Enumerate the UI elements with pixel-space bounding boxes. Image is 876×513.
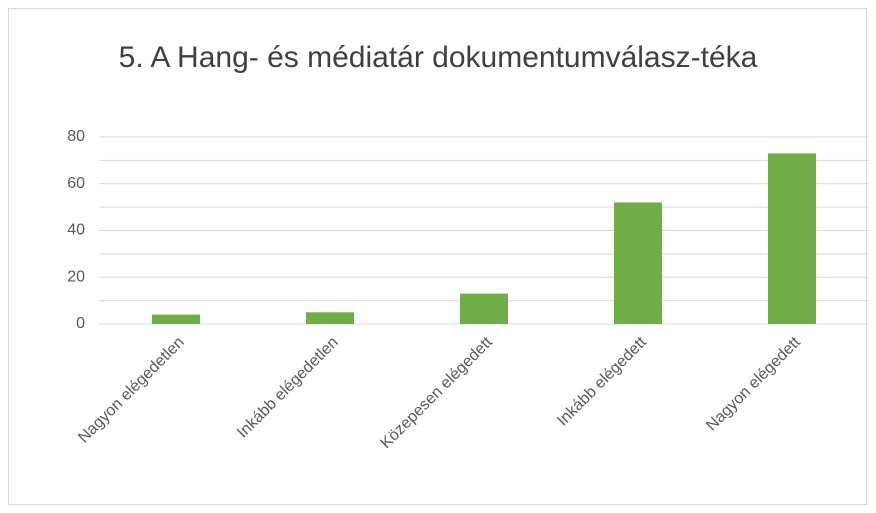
bar xyxy=(306,312,354,324)
x-tick-label: Inkább elégedett xyxy=(554,333,650,429)
bar xyxy=(768,153,816,324)
y-tick-label: 60 xyxy=(67,175,85,192)
y-tick-label: 0 xyxy=(76,315,85,332)
x-tick-label: Inkább elégedetlen xyxy=(234,334,342,442)
bar xyxy=(152,314,200,324)
x-tick-label: Közepesen elégedett xyxy=(377,333,496,452)
y-tick-label: 40 xyxy=(67,222,85,239)
y-tick-label: 20 xyxy=(67,268,85,285)
chart-border xyxy=(8,8,867,505)
x-tick-label: Nagyon elégedetlen xyxy=(75,334,188,447)
bar xyxy=(614,202,662,324)
chart-title: 5. A Hang- és médiatár dokumentumválasz-… xyxy=(118,41,758,74)
bar xyxy=(460,293,508,324)
y-tick-label: 80 xyxy=(67,128,85,145)
x-tick-label: Nagyon elégedett xyxy=(703,333,804,434)
